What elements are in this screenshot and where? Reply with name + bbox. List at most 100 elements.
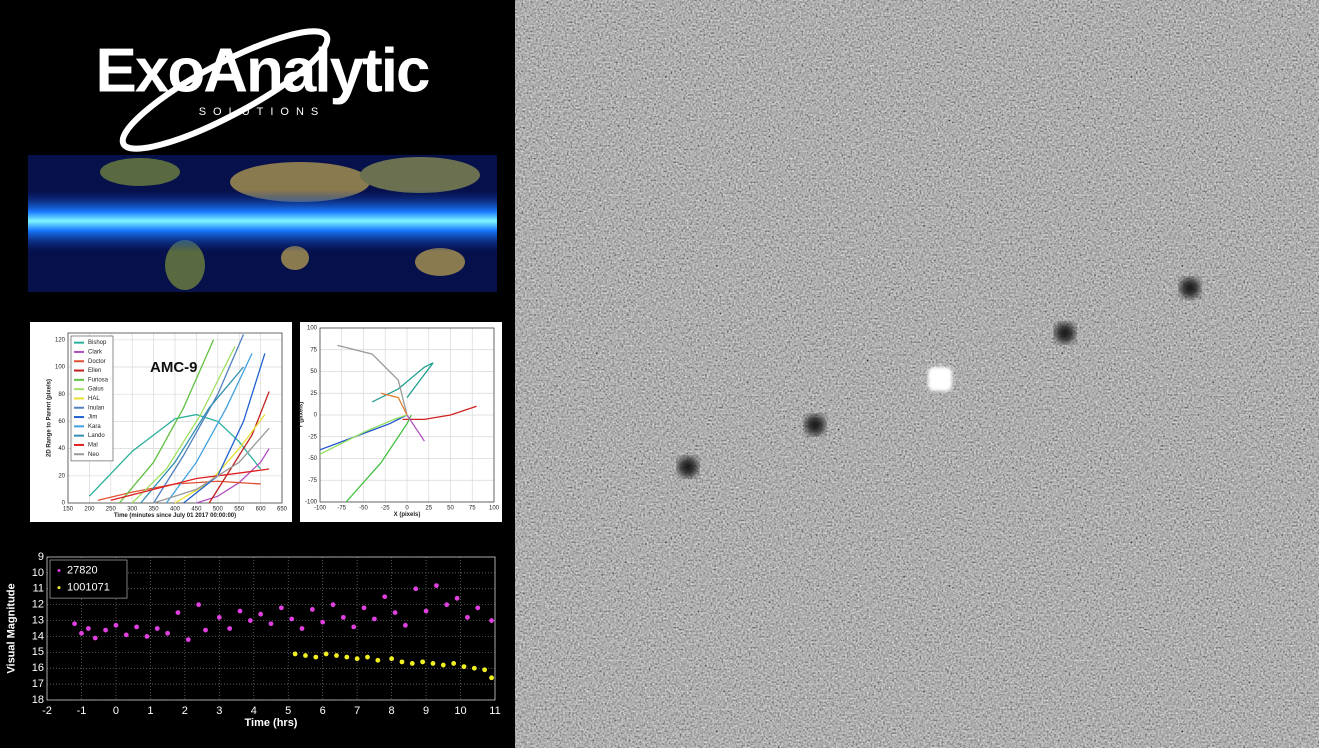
data-point [309,607,315,612]
series-line [208,391,270,504]
x-tick-label: 400 [170,507,181,513]
series-line [140,366,244,504]
x-axis-label: Time (minutes since July 01 2017 00:00:0… [114,513,236,519]
y-tick-label: 18 [32,694,44,706]
data-point [434,583,439,588]
series-line [319,414,408,451]
sky-objects [678,278,1200,477]
land [100,158,180,186]
y-axis-label: Y (pixels) [298,402,304,429]
land [360,157,480,193]
dark-spot [1055,323,1075,343]
data-point [440,662,446,668]
series-line [131,346,236,504]
legend-label: Ellen [88,368,101,374]
legend-label: Jim [88,415,97,421]
data-point [258,611,264,617]
legend-label: Mal [88,443,98,449]
legend-label: Kara [88,424,101,430]
y-tick-label: -25 [308,434,317,440]
data-point [289,616,295,622]
x-tick-label: 300 [127,507,138,513]
y-tick-label: 40 [58,446,65,452]
data-point [292,651,298,657]
data-point [303,653,308,658]
y-tick-label: 75 [310,347,317,353]
satellite [928,367,952,391]
x-tick-label: 4 [251,705,257,717]
data-point [154,626,160,631]
y-tick-label: 0 [62,501,66,507]
data-point [482,667,488,673]
y-axis-label: Visual Magnitude [6,583,18,673]
data-point [354,656,360,662]
data-point [334,653,339,658]
series-line [174,414,266,504]
x-tick-label: 5 [285,705,291,717]
data-point [79,630,84,636]
x-tick-label: 75 [469,506,476,512]
data-point [409,661,415,666]
x-axis-label: X (pixels) [394,512,421,518]
data-point [489,618,494,623]
y-tick-label: -100 [305,500,318,506]
data-point [361,605,367,611]
data-point [144,634,150,639]
y-tick-label: 25 [310,391,317,397]
data-point [375,657,381,663]
y-tick-label: -50 [308,456,317,462]
y-tick-label: 14 [32,630,44,642]
data-point [196,602,202,608]
legend-label: Doctor [88,359,106,365]
data-point [475,605,481,611]
chart: -100 -75 -50 -25 0 25 50 75 100 -100 -75 -50 -25 0 25 5… [298,326,499,519]
chart: 0 20 40 60 80 100 120 150 200 250 300 350 400 450 500 5… [46,332,288,519]
y-tick-label: 20 [58,473,65,479]
x-tick-label: 450 [191,507,202,513]
data-point [268,621,274,627]
dark-spot [805,415,825,435]
data-point [134,624,140,630]
data-point [123,632,129,638]
x-tick-label: -2 [42,705,52,717]
data-point [237,608,243,614]
chart-title: AMC-9 [150,359,198,376]
data-point [454,595,460,601]
data-point [465,614,470,620]
x-tick-label: 7 [354,705,360,717]
data-point [216,614,222,620]
x-tick-label: 25 [425,506,432,512]
legend-label: 1001071 [67,581,110,593]
data-point [103,627,108,633]
legend-box [49,559,128,599]
legend-label: 27820 [67,564,98,576]
dark-spot [1180,278,1200,298]
logo: ExoAnalytic SOLUTIONS [96,28,431,152]
x-tick-label: 11 [489,705,500,717]
land [165,240,205,290]
y-tick-label: 50 [310,369,317,375]
plot-frame [319,327,495,503]
logo-tagline: SOLUTIONS [199,106,326,118]
legend: Bishop Clark Doctor Ellen Furiosa Gaius HAL Inu… [70,335,114,462]
x-tick-label: 50 [447,506,454,512]
series-line [380,392,408,416]
data-point [185,637,191,643]
y-tick-label: 16 [32,662,44,674]
data-point [444,602,450,608]
y-tick-label: 120 [55,337,66,343]
x-tick-label: 500 [213,507,224,513]
plot-frame [46,556,496,701]
x-tick-label: 8 [389,705,395,717]
figure-bg [300,322,502,522]
data-point [399,659,405,665]
data-point [227,626,233,631]
series-line [153,334,245,504]
data-point [299,626,305,631]
geo-belt [28,190,497,252]
y-tick-label: -75 [308,478,317,484]
data-point [92,635,98,641]
